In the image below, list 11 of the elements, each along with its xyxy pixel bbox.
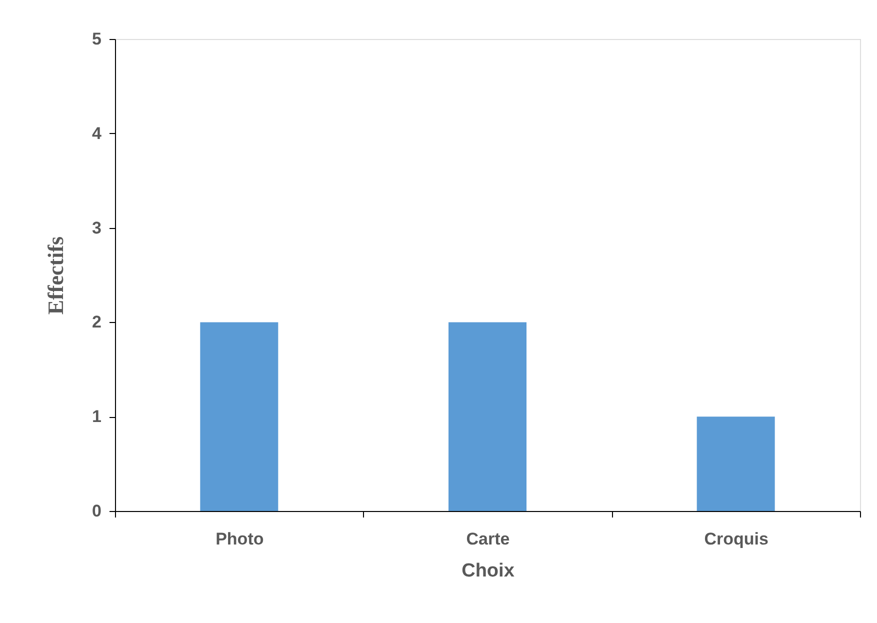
y-axis-title: Effectifs <box>43 236 68 315</box>
x-axis-title: Choix <box>462 560 515 582</box>
y-tick-label: 1 <box>92 407 102 426</box>
x-tick-label: Carte <box>466 530 510 548</box>
x-tick-label: Croquis <box>704 530 768 548</box>
y-tick-label: 4 <box>92 124 102 143</box>
y-tick-label: 2 <box>92 312 102 332</box>
y-tick-label: 0 <box>92 502 102 520</box>
x-tick-label: Photo <box>216 530 264 548</box>
y-tick-label: 3 <box>92 218 102 238</box>
y-tick-label: 5 <box>92 30 102 48</box>
